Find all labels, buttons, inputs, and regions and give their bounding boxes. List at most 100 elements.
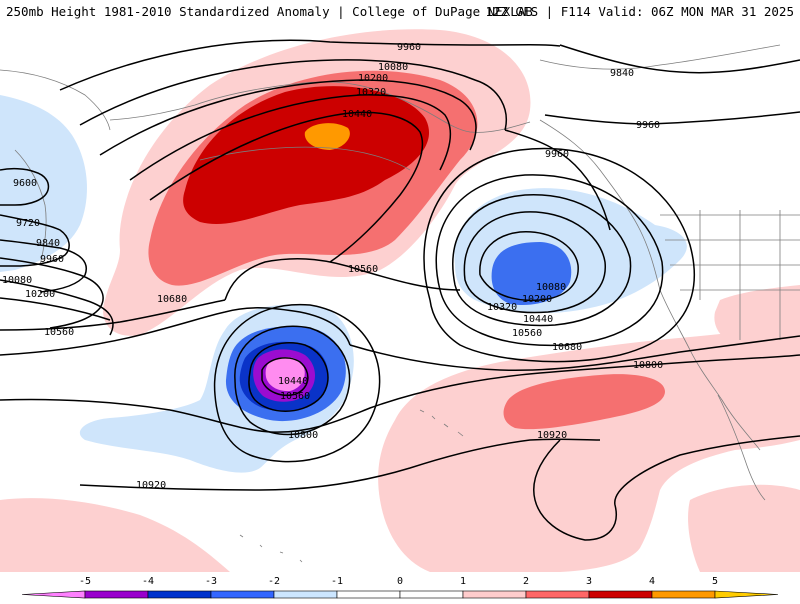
- contour-label: 10440: [523, 314, 553, 325]
- colorbar-segment: [84, 590, 149, 599]
- colorbar-segment: [273, 590, 338, 599]
- height-contours: [0, 39, 800, 541]
- contour-label: 10680: [157, 294, 187, 305]
- contour-label: 10200: [358, 73, 388, 84]
- contour-9960-west: [0, 257, 104, 329]
- contour-label: 10080: [536, 282, 566, 293]
- contour-10800-cutoff: [213, 303, 381, 463]
- contour-label: 9840: [610, 68, 634, 79]
- contour-10200-pnw: [463, 211, 606, 314]
- contour-10560-cutoff: [248, 342, 329, 412]
- anomaly-pos1-subtropical: [378, 326, 800, 572]
- contour-label: 10200: [25, 289, 55, 300]
- colorbar-tick-label: 1: [460, 576, 466, 587]
- contour-label: 10800: [288, 430, 318, 441]
- colorbar-segment: [147, 590, 212, 599]
- anomaly-neg5-cutoff: [265, 356, 305, 392]
- colorbar-tick-label: -3: [205, 576, 217, 587]
- colorbar-segments: [21, 590, 779, 599]
- contour-label: 10080: [378, 62, 408, 73]
- contour-9840-north: [559, 44, 800, 74]
- colorbar-tick-label: 5: [712, 576, 718, 587]
- colorbar-tick-label: -4: [142, 576, 154, 587]
- contour-10440-cutoff: [261, 357, 309, 396]
- coastline-aleutians: [199, 146, 411, 171]
- contour-9720: [0, 214, 70, 267]
- contour-label: 10560: [512, 328, 542, 339]
- contour-label: 10560: [280, 391, 310, 402]
- contour-10080-west: [0, 279, 114, 336]
- anomaly-colorbar: -5 -4 -3 -2 -1 0 1 2 3 4 5: [0, 572, 800, 600]
- contour-10680-cutoff: [234, 325, 351, 436]
- contour-labels: 9960 9840 9960 10080 10200 10320 10440 9…: [2, 42, 663, 491]
- contour-10440-north: [149, 111, 424, 263]
- colorbar-segment: [336, 590, 401, 599]
- map-header: 250mb Height 1981-2010 Standardized Anom…: [0, 0, 800, 22]
- colorbar-tick-label: 4: [649, 576, 655, 587]
- state-boundaries: [660, 210, 800, 340]
- anomaly-pos3-alaska: [183, 86, 430, 225]
- colorbar-tick-labels: -5 -4 -3 -2 -1 0 1 2 3 4 5: [79, 576, 718, 587]
- contour-10920-south: [79, 438, 601, 491]
- coastline-baja: [717, 394, 766, 501]
- contour-10200-west: [0, 297, 111, 321]
- coastline-alaska: [109, 81, 531, 133]
- contour-label: 10680: [552, 342, 582, 353]
- coastline-hawaii: [419, 409, 464, 437]
- colorbar-segment: [588, 590, 653, 599]
- contour-10680-mid: [349, 335, 800, 371]
- coastline-siberia: [0, 69, 111, 131]
- contour-10800-mid: [0, 354, 800, 433]
- contour-label: 10560: [44, 327, 74, 338]
- contour-label: 10320: [356, 87, 386, 98]
- colorbar-segment: [462, 590, 527, 599]
- map-panel: 9960 9840 9960 10080 10200 10320 10440 9…: [0, 22, 800, 572]
- model-run-info: 12Z GFS | F114 Valid: 06Z MON MAR 31 202…: [485, 4, 794, 19]
- colorbar-svg: -5 -4 -3 -2 -1 0 1 2 3 4 5: [21, 576, 779, 599]
- coastline-canada-interior: [539, 44, 781, 70]
- contour-label: 9960: [40, 254, 64, 265]
- contour-label: 10080: [2, 275, 32, 286]
- anomaly-pos2-subtropical: [503, 374, 665, 430]
- colorbar-tick-label: -1: [331, 576, 343, 587]
- contour-10080-pnw: [479, 231, 579, 302]
- contour-label: 10920: [136, 480, 166, 491]
- anomaly-pos1-southeast: [688, 484, 800, 572]
- anomaly-neg1-west: [0, 95, 87, 272]
- anomaly-neg2-pnw: [491, 242, 572, 306]
- contour-label: 10440: [278, 376, 308, 387]
- contour-label: 9960: [636, 120, 660, 131]
- colorbar-tick-label: 0: [397, 576, 403, 587]
- contour-10920-east: [533, 435, 800, 541]
- contour-9960-inner: [504, 129, 611, 231]
- contour-10440-pnw: [435, 174, 664, 347]
- contour-label: 9600: [13, 178, 37, 189]
- contour-label: 10320: [487, 302, 517, 313]
- colorbar-segment: [651, 590, 716, 599]
- colorbar-tick-label: 2: [523, 576, 529, 587]
- anomaly-pos1-southwest: [0, 498, 230, 572]
- contour-9600: [0, 167, 50, 206]
- colorbar-tick-label: 3: [586, 576, 592, 587]
- contour-9960-north: [59, 39, 561, 91]
- contour-9960-east: [544, 111, 800, 125]
- contour-10680-west: [0, 307, 351, 356]
- coastline-us-west: [659, 289, 761, 451]
- contour-10560-north: [224, 258, 461, 301]
- contour-10320-pnw: [452, 194, 632, 327]
- contour-10560-pnw: [423, 147, 695, 363]
- map-title: 250mb Height 1981-2010 Standardized Anom…: [6, 4, 533, 19]
- coastline-bc-coast: [539, 119, 661, 291]
- colorbar-tick-label: -2: [268, 576, 280, 587]
- contour-10080-north: [79, 59, 507, 131]
- contour-10560-west: [0, 299, 226, 331]
- anomaly-pos1-east: [714, 285, 800, 342]
- contour-label: 9720: [16, 218, 40, 229]
- colorbar-segment: [714, 590, 779, 599]
- contour-label: 10440: [342, 109, 372, 120]
- colorbar-tick-label: -5: [79, 576, 91, 587]
- anomaly-pos4-alaska: [304, 123, 350, 150]
- contour-10200-north: [99, 79, 477, 156]
- colorbar-segment: [210, 590, 275, 599]
- map-canvas: 9960 9840 9960 10080 10200 10320 10440 9…: [0, 22, 800, 572]
